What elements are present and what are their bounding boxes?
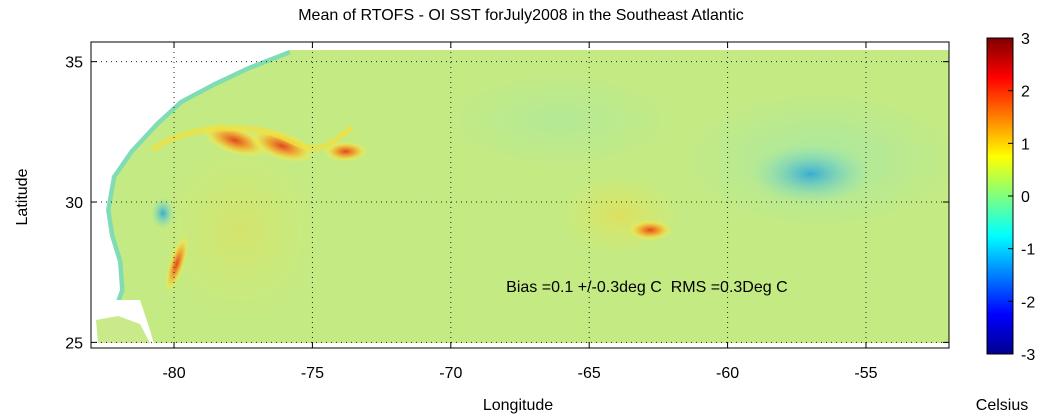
colorbar-label: Celsius <box>976 397 1028 414</box>
land-mask <box>91 42 289 343</box>
y-ticks: 25 30 35 <box>65 55 949 352</box>
florida-coast-warm-band <box>164 235 189 293</box>
axes-frame <box>90 41 950 349</box>
coastal-cool-patch <box>150 197 175 230</box>
colorbar-tick-label: -3 <box>1021 347 1035 364</box>
y-tick-label: 30 <box>65 195 83 212</box>
colorbar-tick-label: 2 <box>1021 84 1030 101</box>
colorbar-tick-label: -1 <box>1021 242 1035 259</box>
x-tick-label: -80 <box>162 365 185 382</box>
x-tick-label: -65 <box>578 365 601 382</box>
x-axis-label: Longitude <box>483 397 553 414</box>
gulf-stream-warm-core-1 <box>202 123 268 158</box>
sst-features <box>150 123 871 293</box>
colorbar-tick-label: 3 <box>1021 31 1030 48</box>
gridlines <box>91 42 949 348</box>
florida-keys-water <box>96 316 150 343</box>
plot-area <box>91 42 949 348</box>
chart-title: Mean of RTOFS - OI SST forJuly2008 in th… <box>298 7 744 24</box>
x-tick-label: -55 <box>854 365 877 382</box>
offshore-warm-eddy <box>628 220 673 241</box>
x-tick-label: -70 <box>439 365 462 382</box>
y-axis-label: Latitude <box>14 168 31 225</box>
bias-rms-annotation: Bias =0.1 +/-0.3deg C RMS =0.3Deg C <box>506 279 787 296</box>
northeast-cool-patch <box>750 143 871 204</box>
colorbar-tick-label: 0 <box>1021 189 1030 206</box>
y-tick-label: 35 <box>65 55 83 72</box>
gulf-stream-band <box>150 125 354 153</box>
mid-cyan-tone <box>440 70 680 170</box>
x-tick-label: -60 <box>716 365 739 382</box>
colorbar-ticks: 3 2 1 0 -1 -2 -3 <box>1008 31 1035 364</box>
colorbar-tick-label: -2 <box>1021 294 1035 311</box>
offshore-yellow-tone <box>560 175 680 255</box>
shelf-yellow-tone <box>160 140 320 320</box>
x-tick-label: -75 <box>301 365 324 382</box>
gulf-stream-warm-core-3 <box>323 141 368 162</box>
x-ticks: -80 -75 -70 -65 -60 -55 <box>162 42 878 382</box>
colorbar: 3 2 1 0 -1 -2 -3 Celsius <box>976 31 1036 414</box>
colorbar-tick-label: 1 <box>1021 136 1030 153</box>
y-tick-label: 25 <box>65 335 83 352</box>
gulf-stream-warm-core-2 <box>249 128 315 163</box>
